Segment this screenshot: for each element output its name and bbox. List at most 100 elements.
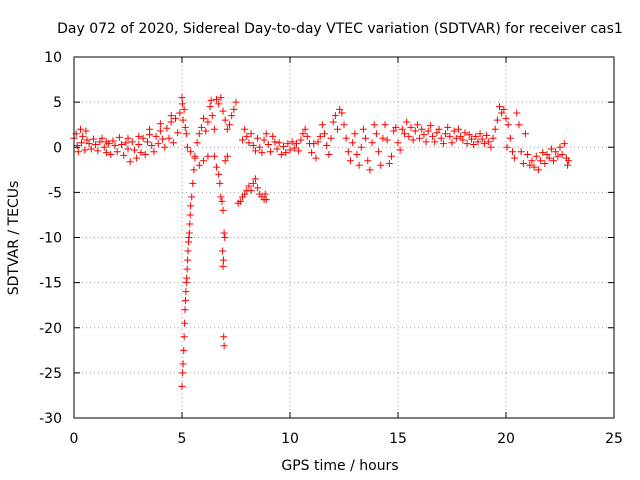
data-point [193, 139, 201, 147]
data-point [437, 134, 445, 142]
data-point [308, 149, 316, 157]
x-axis-label: GPS time / hours [281, 458, 398, 474]
data-point [85, 140, 93, 148]
data-point [398, 125, 406, 133]
data-point [179, 360, 187, 368]
data-point [213, 95, 221, 103]
data-point [258, 149, 266, 157]
data-point [186, 220, 194, 228]
data-point [286, 146, 294, 154]
data-point [78, 139, 86, 147]
data-point [366, 166, 374, 174]
data-point [206, 103, 214, 111]
data-point [515, 121, 523, 129]
data-point [463, 140, 471, 148]
data-point [241, 190, 249, 198]
data-point [220, 229, 228, 237]
data-point [92, 141, 100, 149]
data-point [165, 134, 173, 142]
data-point [519, 159, 527, 167]
data-point [135, 132, 143, 140]
data-point [189, 179, 197, 187]
data-point [241, 125, 249, 133]
data-point [74, 148, 82, 156]
data-point [346, 157, 354, 165]
data-point [517, 148, 525, 156]
data-point [416, 134, 424, 142]
data-point [219, 262, 227, 270]
data-point [487, 143, 495, 151]
data-point [370, 121, 378, 129]
data-point [338, 109, 346, 117]
data-point [521, 130, 529, 138]
y-tick-label: -30 [39, 411, 62, 427]
data-point [454, 125, 462, 133]
data-point [230, 105, 238, 113]
data-point [565, 157, 573, 165]
data-point [89, 135, 97, 143]
data-point [282, 149, 290, 157]
data-point [202, 127, 210, 135]
data-point [262, 130, 270, 138]
data-point [545, 154, 553, 162]
data-point [491, 125, 499, 133]
data-point [472, 132, 480, 140]
data-point [82, 127, 90, 135]
data-point [260, 136, 268, 144]
data-point [547, 145, 555, 153]
data-point [442, 130, 450, 138]
data-point [558, 150, 566, 158]
data-point [394, 139, 402, 147]
data-point [353, 150, 361, 158]
data-point [79, 132, 87, 140]
y-tick-label: -25 [39, 366, 62, 382]
data-point [180, 105, 188, 113]
data-point [312, 154, 320, 162]
data-point [215, 100, 223, 108]
data-point [178, 94, 186, 102]
data-point [174, 129, 182, 137]
x-tick-label: 20 [497, 431, 515, 447]
data-point [232, 98, 240, 106]
data-point [247, 130, 255, 138]
data-point [446, 132, 454, 140]
data-point [461, 129, 469, 137]
data-point [424, 127, 432, 135]
data-point [94, 147, 102, 155]
data-point [207, 96, 215, 104]
data-point [179, 116, 187, 124]
data-point [141, 150, 149, 158]
data-point [485, 138, 493, 146]
data-point [159, 135, 167, 143]
data-point [554, 152, 562, 160]
data-point [126, 158, 134, 166]
data-point [218, 197, 226, 205]
data-point [500, 105, 508, 113]
data-point [411, 127, 419, 135]
data-point [564, 161, 572, 169]
data-point [247, 187, 255, 195]
data-point [329, 118, 337, 126]
data-point [219, 206, 227, 214]
data-point [115, 133, 123, 141]
data-point [150, 148, 158, 156]
data-point [325, 150, 333, 158]
data-point [76, 125, 84, 133]
data-point [539, 149, 547, 157]
y-tick-label: 0 [53, 140, 62, 156]
data-point [433, 129, 441, 137]
data-point [493, 116, 501, 124]
data-point [362, 134, 370, 142]
data-point [200, 114, 208, 122]
data-point [216, 179, 224, 187]
data-point [504, 121, 512, 129]
data-point [181, 306, 189, 314]
data-point [178, 100, 186, 108]
data-point [314, 138, 322, 146]
data-point [161, 143, 169, 151]
data-point [467, 135, 475, 143]
data-point [480, 140, 488, 148]
data-point [221, 234, 229, 241]
data-point [204, 118, 212, 126]
